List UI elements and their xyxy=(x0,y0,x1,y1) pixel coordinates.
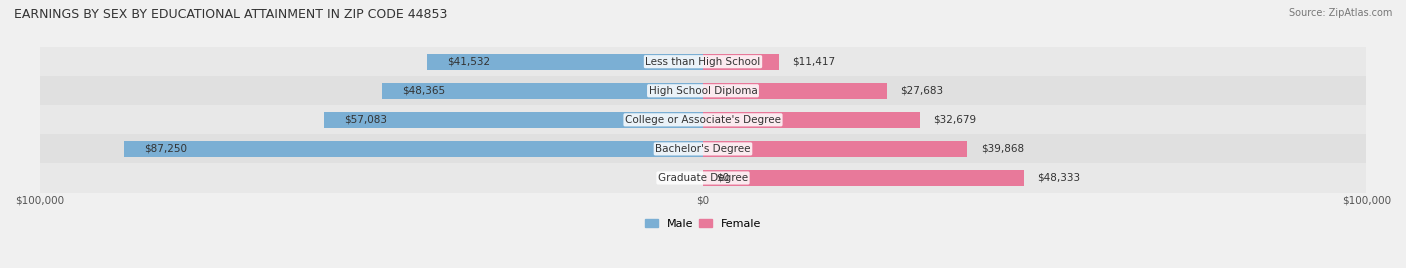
Bar xyxy=(703,54,779,70)
Bar xyxy=(325,112,703,128)
Text: $41,532: $41,532 xyxy=(447,57,491,67)
Text: $32,679: $32,679 xyxy=(934,115,976,125)
Text: $27,683: $27,683 xyxy=(900,86,943,96)
Bar xyxy=(703,141,967,157)
Bar xyxy=(39,134,1367,163)
Text: $57,083: $57,083 xyxy=(344,115,387,125)
Bar xyxy=(703,112,920,128)
Text: $48,333: $48,333 xyxy=(1038,173,1080,183)
Bar xyxy=(124,141,703,157)
Bar xyxy=(703,83,887,99)
Text: College or Associate's Degree: College or Associate's Degree xyxy=(626,115,780,125)
Text: $0: $0 xyxy=(716,173,730,183)
Text: High School Diploma: High School Diploma xyxy=(648,86,758,96)
Bar xyxy=(39,105,1367,134)
Bar xyxy=(382,83,703,99)
Text: Graduate Degree: Graduate Degree xyxy=(658,173,748,183)
Text: $39,868: $39,868 xyxy=(981,144,1024,154)
Bar xyxy=(39,163,1367,192)
Text: $11,417: $11,417 xyxy=(792,57,835,67)
Text: $87,250: $87,250 xyxy=(143,144,187,154)
Text: Bachelor's Degree: Bachelor's Degree xyxy=(655,144,751,154)
Text: $48,365: $48,365 xyxy=(402,86,446,96)
Text: Source: ZipAtlas.com: Source: ZipAtlas.com xyxy=(1288,8,1392,18)
Text: EARNINGS BY SEX BY EDUCATIONAL ATTAINMENT IN ZIP CODE 44853: EARNINGS BY SEX BY EDUCATIONAL ATTAINMEN… xyxy=(14,8,447,21)
Legend: Male, Female: Male, Female xyxy=(640,214,766,233)
Bar xyxy=(427,54,703,70)
Bar xyxy=(703,170,1024,186)
Text: Less than High School: Less than High School xyxy=(645,57,761,67)
Bar xyxy=(39,47,1367,76)
Bar xyxy=(39,76,1367,105)
